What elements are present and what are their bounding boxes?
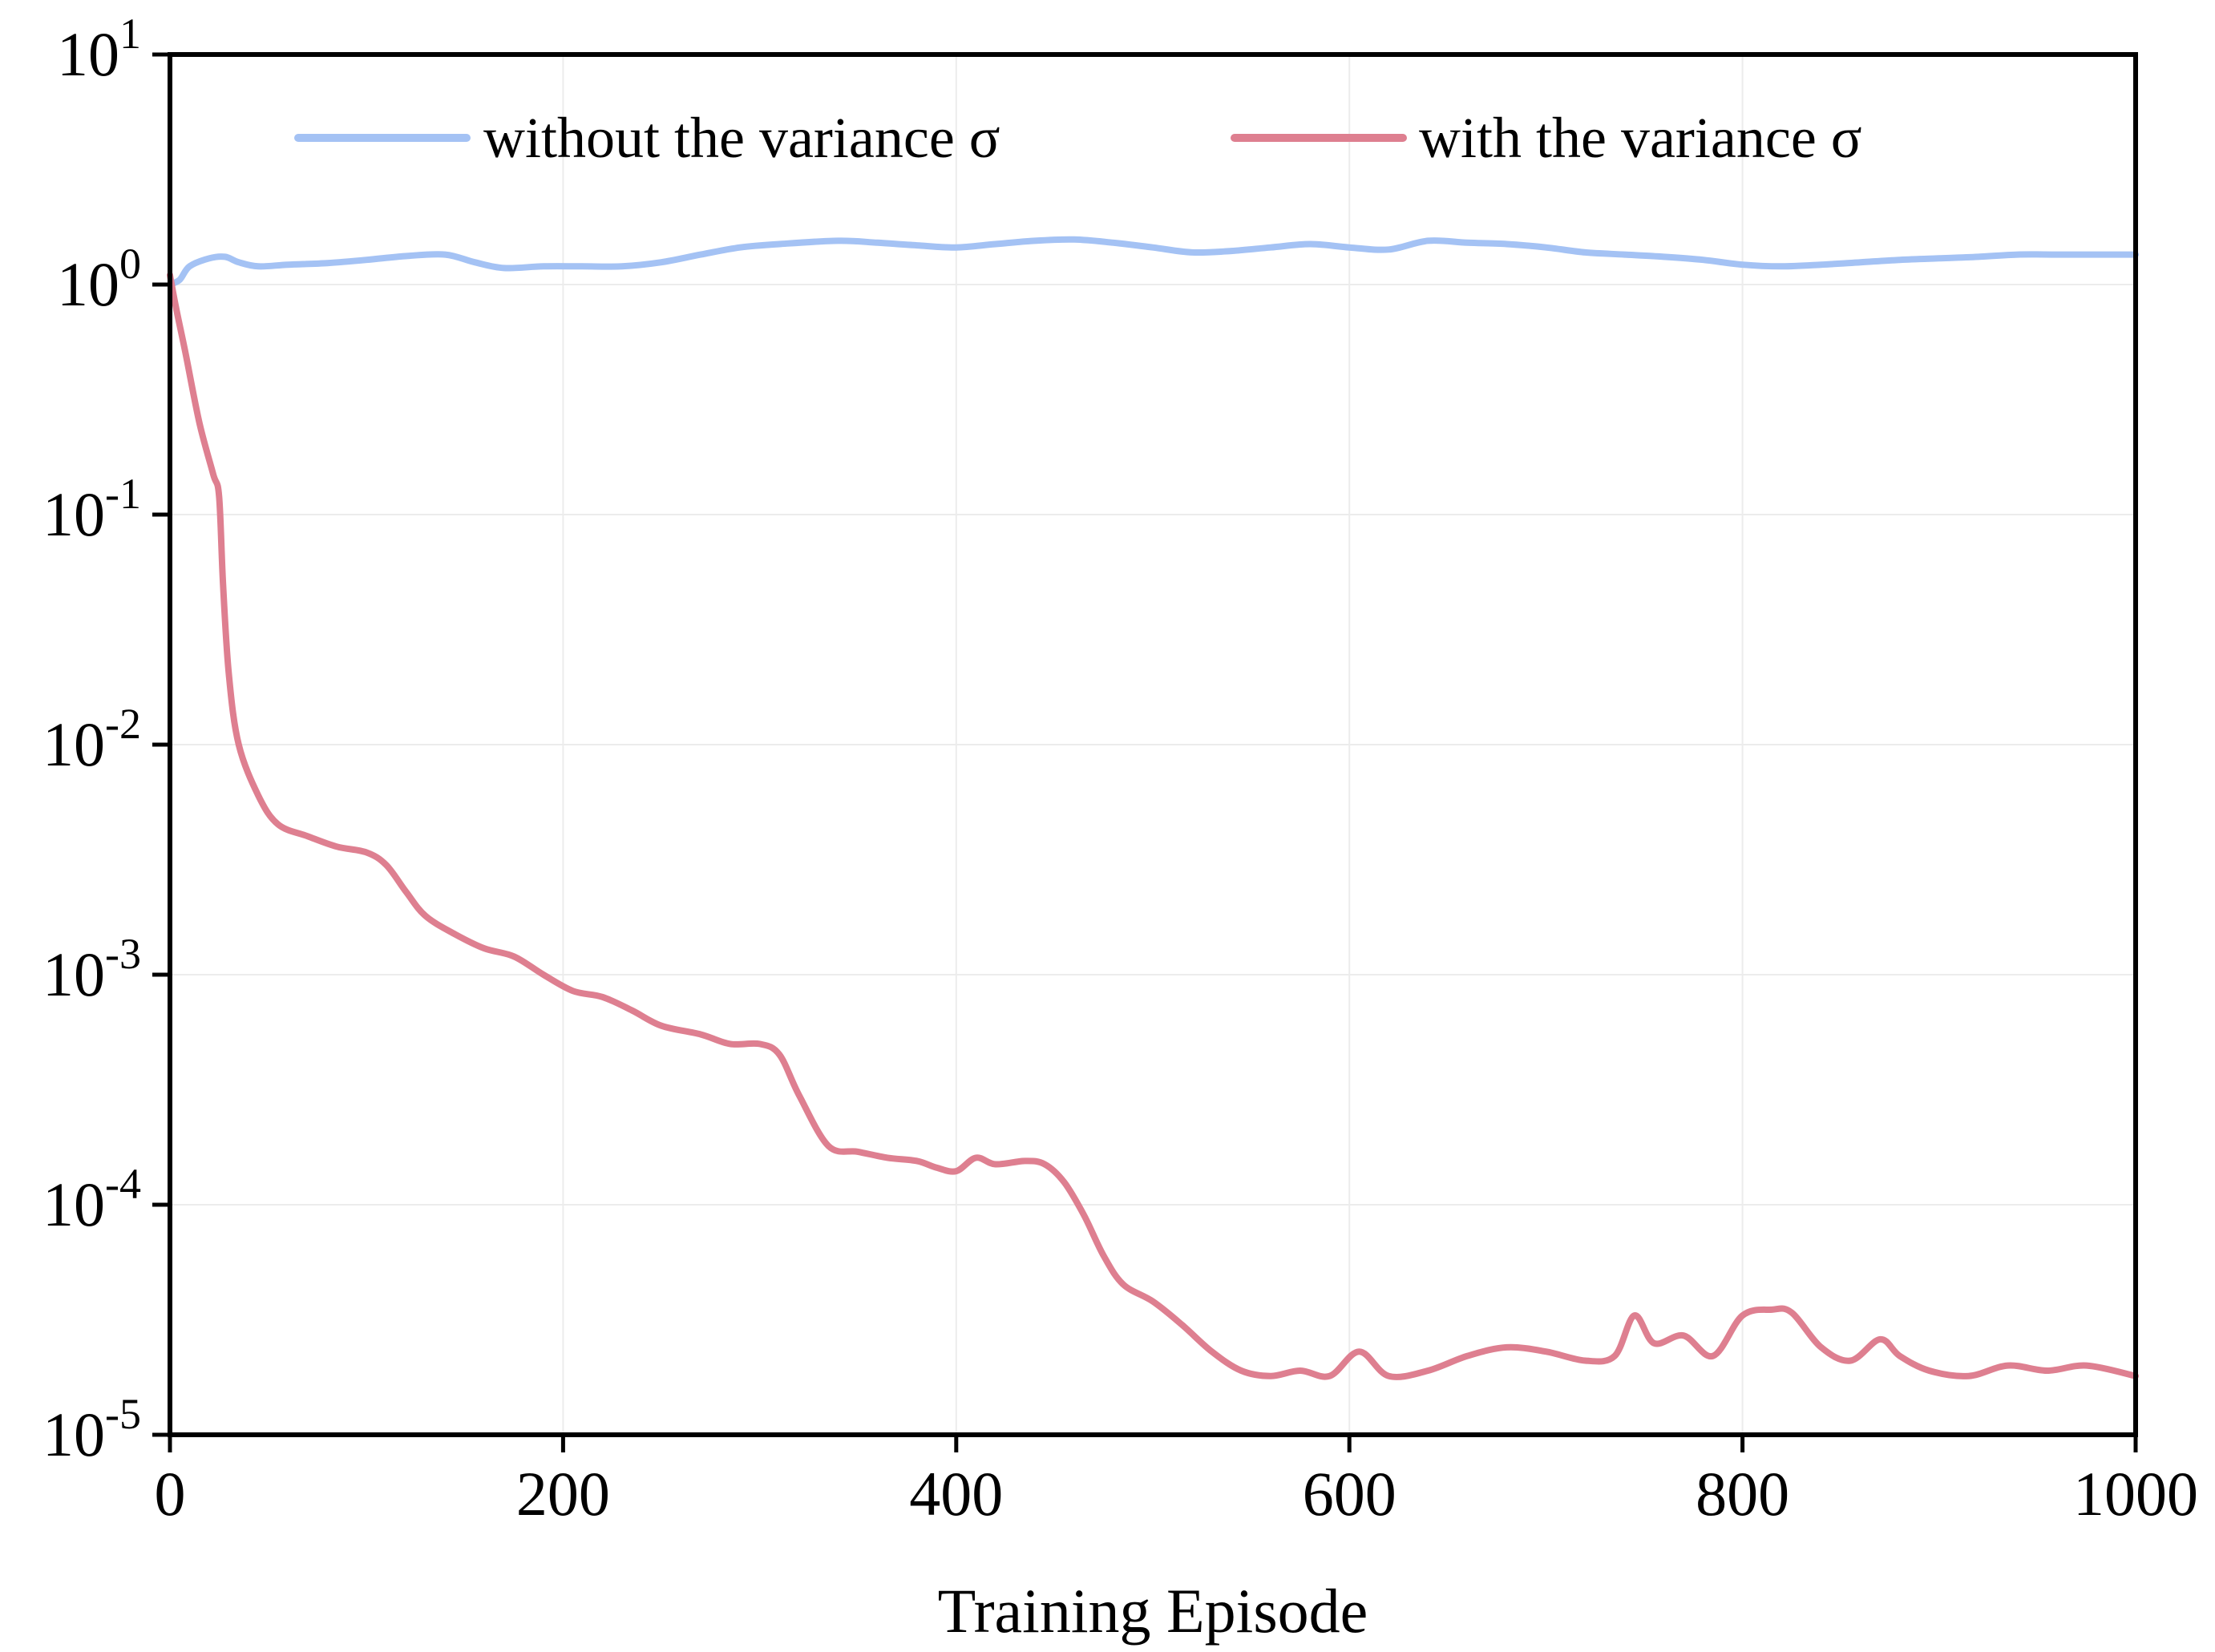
x-tick-label: 1000 — [2073, 1459, 2198, 1529]
series-line-without-variance — [167, 236, 2139, 288]
y-tick-base: 10 — [57, 19, 119, 89]
y-tick-exponent: -2 — [105, 700, 141, 748]
y-tick-base: 10 — [42, 709, 105, 779]
x-tick-labels: 0 200 400 600 800 1000 — [155, 1459, 2199, 1529]
y-tick-base: 10 — [42, 1169, 105, 1239]
axis-ticks — [152, 52, 2138, 1452]
y-tick-exponent: 0 — [119, 240, 141, 288]
y-tick-label: 10-4 — [42, 1160, 141, 1239]
y-tick-base: 10 — [42, 939, 105, 1009]
y-tick-base: 10 — [42, 479, 105, 549]
legend: without the variance σ with the variance… — [294, 106, 1862, 170]
y-tick-label: 10-3 — [42, 930, 141, 1009]
y-tick-base: 10 — [42, 1400, 105, 1469]
x-tick-label: 800 — [1696, 1459, 1789, 1529]
series-layer — [167, 236, 2139, 1380]
x-tick-label: 0 — [155, 1459, 186, 1529]
y-tick-label: 10-2 — [42, 700, 141, 779]
x-tick-label: 400 — [909, 1459, 1003, 1529]
y-tick-label: 10-1 — [42, 470, 141, 549]
x-tick-label: 200 — [516, 1459, 610, 1529]
y-tick-exponent: -4 — [105, 1160, 141, 1208]
series-line-with-variance — [167, 272, 2139, 1380]
x-tick-label: 600 — [1303, 1459, 1397, 1529]
x-axis-label: Training Episode — [938, 1576, 1368, 1646]
y-tick-label: 10-5 — [42, 1390, 141, 1469]
y-tick-exponent: -1 — [105, 470, 141, 518]
y-tick-label: 101 — [57, 10, 141, 89]
y-tick-base: 10 — [57, 249, 119, 319]
y-tick-label: 100 — [57, 240, 141, 319]
y-tick-exponent: -3 — [105, 930, 141, 978]
y-tick-exponent: 1 — [119, 10, 141, 58]
legend-label-with-variance: with the variance σ — [1419, 106, 1862, 170]
y-tick-exponent: -5 — [105, 1390, 141, 1438]
legend-label-without-variance: without the variance σ — [483, 106, 1000, 170]
